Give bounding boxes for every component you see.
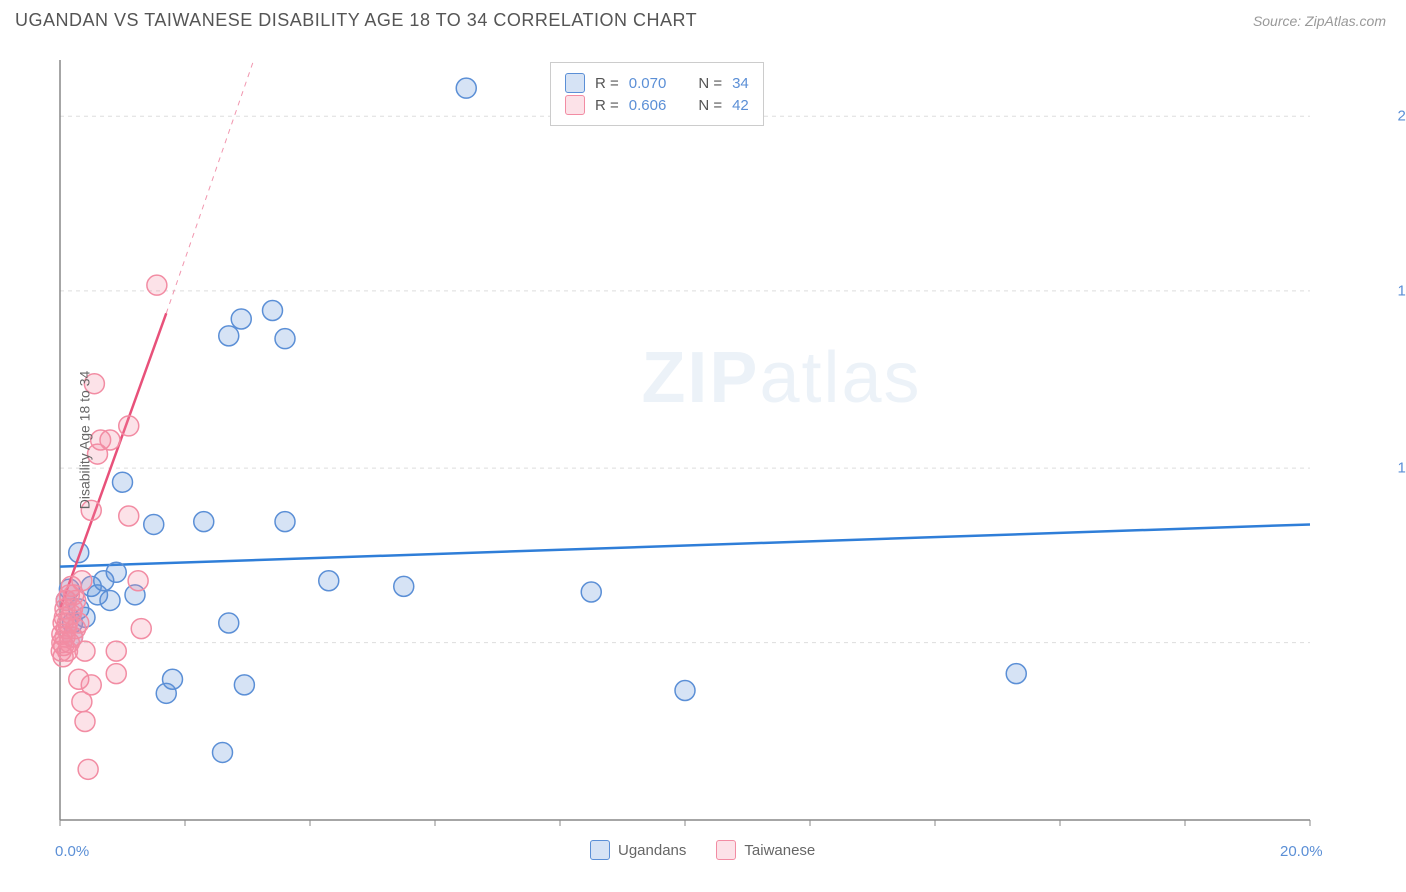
x-tick-label: 0.0% <box>55 843 89 860</box>
series-legend: Ugandans Taiwanese <box>590 840 815 860</box>
source-attribution: Source: ZipAtlas.com <box>1253 13 1386 29</box>
legend-ugandans: Ugandans <box>590 840 686 860</box>
n-label: N = <box>698 75 722 92</box>
scatter-plot <box>50 50 1380 830</box>
r-value-ugandans: 0.070 <box>629 75 667 92</box>
legend-label-ugandans: Ugandans <box>618 842 686 859</box>
r-label: R = <box>595 75 619 92</box>
stats-row-taiwanese: R = 0.606 N = 42 <box>565 95 749 115</box>
swatch-taiwanese-icon <box>716 840 736 860</box>
n-value-ugandans: 34 <box>732 75 749 92</box>
swatch-ugandans <box>565 73 585 93</box>
legend-taiwanese: Taiwanese <box>716 840 815 860</box>
chart-container: Disability Age 18 to 34 R = 0.070 N = 34… <box>50 50 1380 830</box>
r-value-taiwanese: 0.606 <box>629 97 667 114</box>
stats-row-ugandans: R = 0.070 N = 34 <box>565 73 749 93</box>
n-value-taiwanese: 42 <box>732 97 749 114</box>
n-label: N = <box>698 97 722 114</box>
legend-label-taiwanese: Taiwanese <box>744 842 815 859</box>
y-tick-label: 12.5% <box>1397 460 1406 477</box>
y-axis-label: Disability Age 18 to 34 <box>76 371 92 510</box>
r-label: R = <box>595 97 619 114</box>
chart-title: UGANDAN VS TAIWANESE DISABILITY AGE 18 T… <box>15 10 697 31</box>
swatch-ugandans-icon <box>590 840 610 860</box>
swatch-taiwanese <box>565 95 585 115</box>
y-tick-label: 18.8% <box>1397 282 1406 299</box>
y-tick-label: 25.0% <box>1397 108 1406 125</box>
stats-legend: R = 0.070 N = 34 R = 0.606 N = 42 <box>550 62 764 126</box>
x-tick-label: 20.0% <box>1280 843 1323 860</box>
